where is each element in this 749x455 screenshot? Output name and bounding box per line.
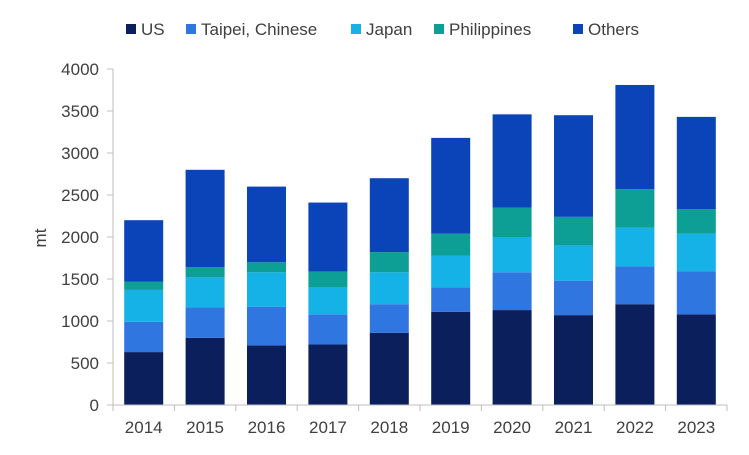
bar-segment-japan-2015 xyxy=(185,277,225,308)
bar-segment-taipei-chinese-2016 xyxy=(247,306,286,346)
x-tick-label: 2020 xyxy=(493,418,531,437)
y-tick-label: 2000 xyxy=(61,228,99,247)
bar-segment-philippines-2016 xyxy=(247,262,286,273)
bar-segment-others-2015 xyxy=(185,169,225,268)
bar-segment-others-2020 xyxy=(492,114,532,208)
bar-segment-philippines-2023 xyxy=(676,209,716,234)
bar-segment-japan-2021 xyxy=(554,245,593,281)
bar-segment-us-2023 xyxy=(676,314,716,405)
x-axis: 2014 2015 2016 2017 2018 2019 2020 2021 2022 2023 xyxy=(112,404,728,437)
bar-segment-taipei-chinese-2018 xyxy=(369,304,409,333)
bar-segment-us-2017 xyxy=(308,344,348,405)
bar-segment-us-2016 xyxy=(247,345,286,405)
bar-segment-others-2016 xyxy=(247,186,286,263)
bar-segment-others-2018 xyxy=(369,178,409,253)
bar-segment-others-2014 xyxy=(124,220,164,282)
x-tick-label: 2023 xyxy=(677,418,715,437)
y-tick-label: 1500 xyxy=(61,270,99,289)
bar-segment-us-2020 xyxy=(492,310,532,405)
bar-segment-philippines-2017 xyxy=(308,271,348,288)
bar-segment-taipei-chinese-2015 xyxy=(185,307,225,338)
bar-segment-us-2015 xyxy=(185,337,225,405)
bar-segment-philippines-2019 xyxy=(431,233,471,256)
bar-segment-philippines-2014 xyxy=(124,281,164,290)
y-tick-label: 3000 xyxy=(61,144,99,163)
bar-segment-others-2017 xyxy=(308,202,348,272)
x-tick-label: 2016 xyxy=(248,418,286,437)
bar-segment-japan-2020 xyxy=(492,237,532,273)
x-tick-label: 2019 xyxy=(432,418,470,437)
bars xyxy=(124,84,716,405)
legend-swatch xyxy=(126,24,136,34)
bar-segment-taipei-chinese-2022 xyxy=(615,266,655,305)
bar-segment-taipei-chinese-2021 xyxy=(554,280,593,316)
y-tick-label: 4000 xyxy=(61,60,99,79)
bar-segment-philippines-2022 xyxy=(615,189,655,228)
legend-label: Others xyxy=(588,20,639,39)
bar-segment-japan-2014 xyxy=(124,289,164,322)
x-tick-label: 2018 xyxy=(370,418,408,437)
bar-segment-japan-2016 xyxy=(247,272,286,307)
legend: US Taipei, Chinese Japan Philippines Others xyxy=(126,20,639,39)
bar-segment-taipei-chinese-2020 xyxy=(492,272,532,311)
legend-label: Japan xyxy=(366,20,412,39)
legend-swatch xyxy=(573,24,583,34)
bar-segment-others-2019 xyxy=(431,137,471,234)
bar-segment-taipei-chinese-2017 xyxy=(308,314,348,345)
x-tick-label: 2015 xyxy=(186,418,224,437)
bar-segment-philippines-2021 xyxy=(554,216,593,246)
bar-segment-others-2022 xyxy=(615,84,655,190)
bar-segment-us-2019 xyxy=(431,311,471,405)
y-tick-label: 3500 xyxy=(61,102,99,121)
y-tick-label: 500 xyxy=(71,354,99,373)
x-tick-label: 2021 xyxy=(555,418,593,437)
bar-segment-japan-2018 xyxy=(369,272,409,305)
bar-segment-others-2023 xyxy=(676,116,716,210)
legend-label: Philippines xyxy=(449,20,531,39)
bar-segment-japan-2023 xyxy=(676,233,716,272)
bar-segment-taipei-chinese-2014 xyxy=(124,321,164,353)
y-tick-label: 2500 xyxy=(61,186,99,205)
bar-segment-others-2021 xyxy=(554,115,593,217)
bar-segment-philippines-2015 xyxy=(185,267,225,278)
legend-label: US xyxy=(141,20,165,39)
bar-segment-taipei-chinese-2023 xyxy=(676,271,716,315)
legend-swatch xyxy=(186,24,196,34)
bar-segment-us-2022 xyxy=(615,304,655,405)
bar-segment-japan-2019 xyxy=(431,255,471,288)
y-axis: 0 500 1000 1500 2000 2500 3000 3500 4000 xyxy=(61,60,114,415)
y-tick-label: 0 xyxy=(90,396,99,415)
bar-segment-us-2021 xyxy=(554,315,593,405)
legend-swatch xyxy=(434,24,444,34)
bar-segment-us-2014 xyxy=(124,352,164,405)
bar-segment-taipei-chinese-2019 xyxy=(431,287,471,312)
bar-segment-us-2018 xyxy=(369,332,409,405)
y-tick-label: 1000 xyxy=(61,312,99,331)
legend-label: Taipei, Chinese xyxy=(201,20,317,39)
bar-segment-japan-2022 xyxy=(615,227,655,267)
legend-swatch xyxy=(351,24,361,34)
bar-segment-japan-2017 xyxy=(308,287,348,315)
x-tick-label: 2022 xyxy=(616,418,654,437)
bar-segment-philippines-2020 xyxy=(492,207,532,237)
y-axis-label: mt xyxy=(31,228,50,247)
bar-segment-philippines-2018 xyxy=(369,252,409,273)
x-tick-label: 2017 xyxy=(309,418,347,437)
x-tick-label: 2014 xyxy=(125,418,163,437)
